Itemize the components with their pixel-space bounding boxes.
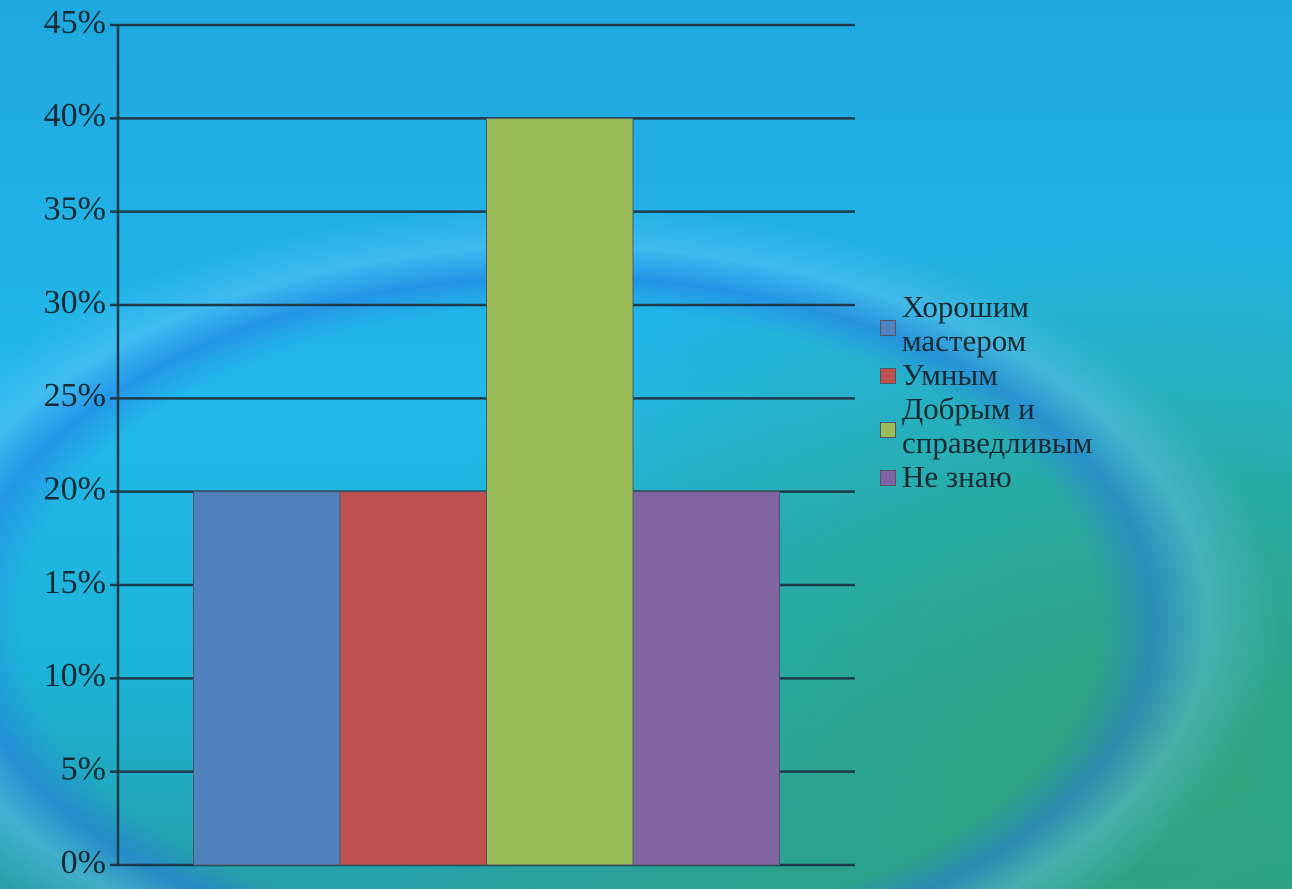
legend-label: Не знаю	[902, 459, 1012, 494]
legend-label: Хорошим мастером	[902, 289, 1030, 358]
bar	[486, 117, 634, 866]
y-tick-label: 5%	[61, 750, 106, 787]
legend-label: Умным	[902, 357, 998, 392]
y-tick-label: 45%	[44, 4, 106, 41]
y-tick-label: 30%	[44, 284, 106, 321]
bar	[193, 491, 341, 866]
legend-swatch	[880, 422, 896, 438]
legend-swatch	[880, 368, 896, 384]
legend-item: Хорошим мастером	[880, 290, 1150, 358]
legend-item: Умным	[880, 358, 1150, 392]
y-tick-label: 0%	[61, 844, 106, 881]
legend-item: Не знаю	[880, 460, 1150, 494]
legend-item: Добрым и справедливым	[880, 392, 1150, 460]
legend-label: Добрым и справедливым	[902, 391, 1093, 460]
y-tick-label: 25%	[44, 377, 106, 414]
y-tick-label: 20%	[44, 470, 106, 507]
y-tick-label: 10%	[44, 657, 106, 694]
legend-swatch	[880, 320, 896, 336]
y-tick-label: 35%	[44, 190, 106, 227]
bar	[632, 491, 780, 866]
bar	[339, 491, 487, 866]
y-tick-label: 15%	[44, 564, 106, 601]
legend: Хорошим мастером Умным Добрым и справедлив…	[880, 290, 1150, 494]
y-tick-label: 40%	[44, 97, 106, 134]
legend-swatch	[880, 470, 896, 486]
